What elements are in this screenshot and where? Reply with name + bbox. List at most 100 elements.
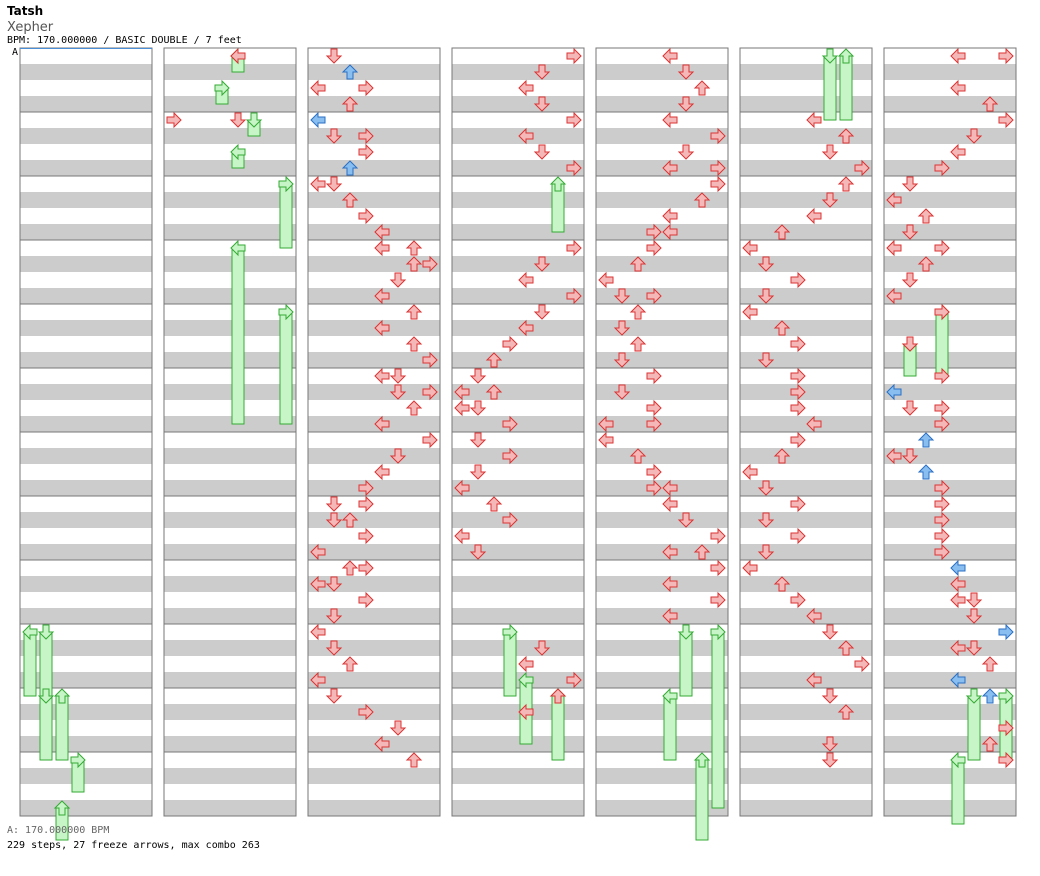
- freeze-arrow: [231, 247, 245, 425]
- up-arrow: [549, 688, 567, 704]
- beat-stripe: [740, 768, 872, 784]
- down-arrow: [389, 272, 407, 288]
- step-stats: 229 steps, 27 freeze arrows, max combo 2…: [7, 840, 260, 851]
- beat-stripe: [308, 192, 440, 208]
- left-arrow: [950, 47, 966, 65]
- beat-stripe: [308, 64, 440, 80]
- left-arrow: [662, 607, 678, 625]
- beat-stripe: [596, 416, 728, 432]
- beat-stripe: [20, 288, 152, 304]
- right-arrow: [566, 287, 582, 305]
- left-arrow: [662, 575, 678, 593]
- beat-stripe: [164, 608, 296, 624]
- right-arrow: [358, 79, 374, 97]
- beat-stripe: [884, 288, 1016, 304]
- right-arrow: [934, 527, 950, 545]
- beat-stripe: [308, 128, 440, 144]
- down-arrow: [533, 144, 551, 160]
- right-arrow: [646, 479, 662, 497]
- left-arrow: [950, 143, 966, 161]
- beat-stripe: [164, 96, 296, 112]
- beat-stripe: [308, 320, 440, 336]
- right-arrow: [710, 527, 726, 545]
- beat-stripe: [164, 672, 296, 688]
- right-arrow: [934, 479, 950, 497]
- freeze-head: [502, 623, 518, 641]
- freeze-head: [37, 688, 55, 704]
- down-arrow: [613, 320, 631, 336]
- beat-stripe: [452, 768, 584, 784]
- right-arrow: [566, 159, 582, 177]
- right-arrow: [358, 591, 374, 609]
- beat-stripe: [164, 288, 296, 304]
- column-border: [163, 47, 297, 817]
- left-arrow: [742, 559, 758, 577]
- down-arrow: [469, 464, 487, 480]
- beat-stripe: [596, 704, 728, 720]
- beat-stripe: [164, 256, 296, 272]
- left-arrow: [374, 463, 390, 481]
- freeze-head: [693, 752, 711, 768]
- down-arrow: [389, 384, 407, 400]
- left-arrow: [454, 383, 470, 401]
- freeze-head: [821, 48, 839, 64]
- down-arrow: [901, 448, 919, 464]
- right-arrow: [566, 111, 582, 129]
- up-arrow: [837, 128, 855, 144]
- beat-stripe: [308, 640, 440, 656]
- left-arrow: [950, 79, 966, 97]
- right-arrow: [710, 175, 726, 193]
- down-arrow: [325, 576, 343, 592]
- freeze-head: [37, 624, 55, 640]
- beat-stripe: [740, 128, 872, 144]
- right-arrow: [646, 463, 662, 481]
- left-arrow: [806, 111, 822, 129]
- beat-stripe: [452, 384, 584, 400]
- freeze-arrow: [39, 631, 53, 697]
- left-arrow: [886, 191, 902, 209]
- right-arrow: [934, 399, 950, 417]
- beat-stripe: [452, 800, 584, 816]
- up-arrow: [917, 208, 935, 224]
- right-arrow: [646, 287, 662, 305]
- up-arrow: [693, 192, 711, 208]
- beat-stripe: [308, 672, 440, 688]
- beat-stripe: [164, 704, 296, 720]
- beat-stripe: [20, 352, 152, 368]
- beat-stripe: [596, 768, 728, 784]
- down-arrow: [533, 96, 551, 112]
- beat-stripe: [308, 544, 440, 560]
- right-arrow: [710, 159, 726, 177]
- right-arrow: [934, 495, 950, 513]
- beat-stripe: [308, 768, 440, 784]
- up-arrow: [917, 256, 935, 272]
- left-arrow: [454, 527, 470, 545]
- beat-stripe: [596, 480, 728, 496]
- freeze-arrow: [823, 55, 837, 121]
- up-arrow: [341, 64, 359, 80]
- beat-stripe: [596, 448, 728, 464]
- left-arrow: [518, 127, 534, 145]
- right-arrow: [566, 47, 582, 65]
- freeze-head: [837, 48, 855, 64]
- right-arrow: [854, 655, 870, 673]
- up-arrow: [981, 688, 999, 704]
- beat-stripe: [452, 608, 584, 624]
- beat-stripe: [164, 352, 296, 368]
- left-arrow: [886, 447, 902, 465]
- beat-stripe: [596, 800, 728, 816]
- right-arrow: [358, 127, 374, 145]
- column-border: [451, 47, 585, 817]
- beat-stripe: [452, 224, 584, 240]
- down-arrow: [821, 144, 839, 160]
- left-arrow: [310, 175, 326, 193]
- up-arrow: [341, 512, 359, 528]
- beat-stripe: [452, 672, 584, 688]
- down-arrow: [821, 752, 839, 768]
- beat-stripe: [20, 320, 152, 336]
- right-arrow: [422, 351, 438, 369]
- beat-stripe: [596, 512, 728, 528]
- down-arrow: [901, 176, 919, 192]
- left-arrow: [742, 303, 758, 321]
- up-arrow: [773, 320, 791, 336]
